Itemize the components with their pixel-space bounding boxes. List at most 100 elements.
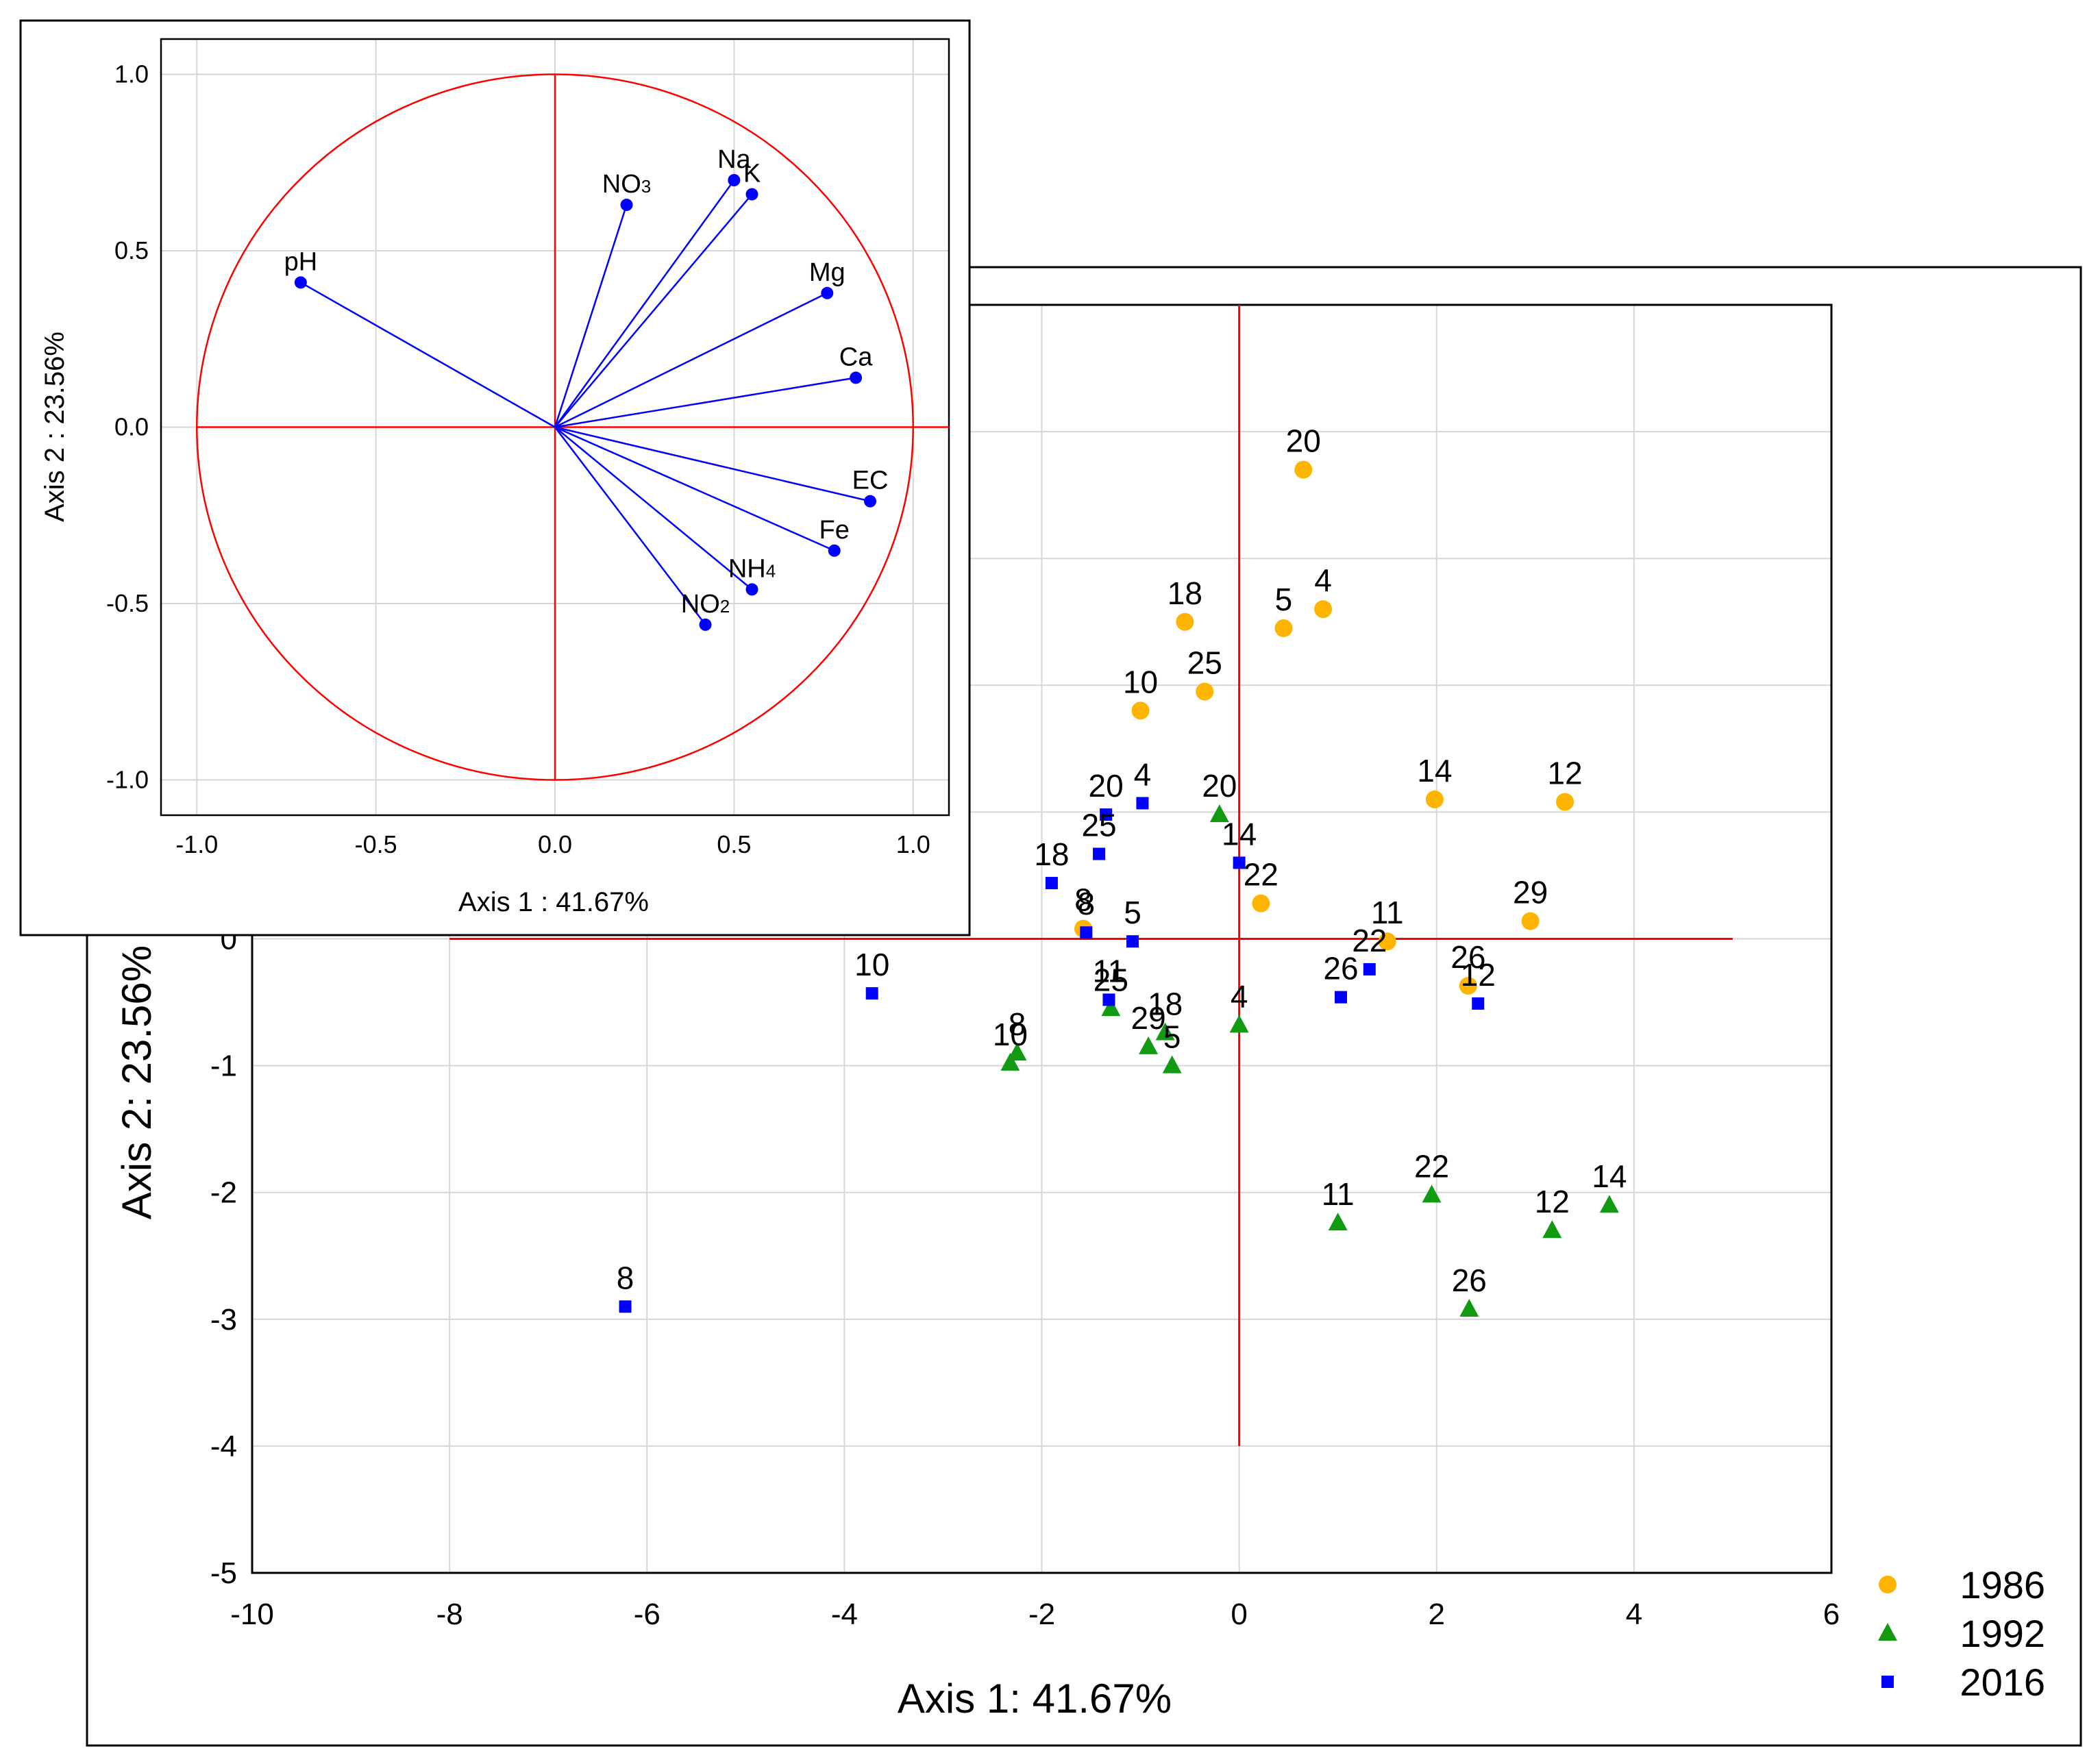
point-label-2016: 8 <box>617 1260 634 1295</box>
point-label-1992: 10 <box>993 1017 1028 1052</box>
point-1986 <box>1252 894 1270 912</box>
loading-label-Mg: Mg <box>809 258 845 287</box>
point-label-1986: 14 <box>1417 753 1452 788</box>
point-1986 <box>1556 793 1574 811</box>
point-1992 <box>1422 1184 1442 1203</box>
point-label-2016: 8 <box>1078 886 1096 921</box>
loading-point-Ca <box>850 371 863 384</box>
point-label-2016: 11 <box>1093 953 1126 989</box>
loading-point-pH <box>294 276 307 289</box>
main-x-tick-label: -2 <box>1028 1598 1055 1631</box>
point-2016 <box>1136 797 1149 810</box>
point-1992 <box>1007 1043 1027 1061</box>
legend-label-2016: 2016 <box>1960 1661 2045 1704</box>
point-label-1992: 11 <box>1322 1176 1355 1212</box>
main-y-tick-label: -4 <box>210 1430 237 1463</box>
point-label-1986: 25 <box>1187 645 1222 681</box>
legend-marker-2016 <box>1881 1676 1894 1688</box>
point-label-1986: 26 <box>1450 939 1485 975</box>
legend-marker-1986 <box>1879 1576 1897 1593</box>
loading-label-NO3: NO3 <box>602 170 651 199</box>
main-y-tick-label: -2 <box>210 1176 237 1210</box>
loading-point-EC <box>864 495 876 508</box>
point-2016 <box>1080 926 1093 939</box>
inset-y-axis-title: Axis 2 : 23.56% <box>40 332 70 522</box>
inset-y-tick-label: -0.5 <box>106 589 149 617</box>
point-1986 <box>1521 912 1540 930</box>
point-label-2016: 4 <box>1134 756 1152 792</box>
point-2016 <box>1363 962 1376 976</box>
loading-label-pH: pH <box>284 247 318 276</box>
point-1986 <box>1294 460 1313 479</box>
point-1992 <box>1229 1015 1249 1033</box>
point-2016 <box>619 1300 632 1313</box>
point-2016 <box>1335 991 1348 1004</box>
point-1992 <box>1542 1220 1562 1239</box>
point-2016 <box>865 987 878 1000</box>
legend: 1986 1992 2016 <box>1878 1563 2045 1704</box>
point-label-1986: 4 <box>1314 562 1332 598</box>
point-label-1986: 22 <box>1244 857 1279 893</box>
main-y-tick-label: -3 <box>210 1303 237 1337</box>
point-1992 <box>1101 998 1121 1017</box>
point-1992 <box>1328 1213 1348 1231</box>
point-1992 <box>1162 1055 1182 1073</box>
point-1992 <box>1155 1022 1175 1041</box>
point-2016 <box>1472 997 1485 1010</box>
point-label-2016: 22 <box>1352 923 1387 958</box>
main-x-axis-title: Axis 1: 41.67% <box>898 1676 1172 1722</box>
point-1992 <box>1139 1036 1159 1054</box>
loading-label-Ca: Ca <box>839 343 873 371</box>
point-label-1992: 8 <box>1009 1006 1026 1042</box>
inset-y-tick-label: 1.0 <box>114 60 149 88</box>
point-label-1986: 29 <box>1513 875 1548 910</box>
point-label-1992: 12 <box>1535 1184 1570 1219</box>
inset-y-tick-label: 0.0 <box>114 413 149 441</box>
point-label-2016: 26 <box>1323 951 1358 986</box>
point-label-1992: 5 <box>1163 1019 1181 1055</box>
inset-panel-frame <box>19 19 971 936</box>
loading-vector-Ca <box>554 377 856 428</box>
loading-vector-NO3 <box>554 204 628 427</box>
point-label-1986: 18 <box>1168 575 1202 611</box>
inset-x-tick-label: 0.5 <box>717 830 751 858</box>
main-y-tick-label: -5 <box>210 1556 237 1590</box>
main-plot-frame <box>251 303 1833 1574</box>
loading-label-Na: Na <box>717 145 751 174</box>
point-label-2016: 14 <box>1222 816 1257 852</box>
loading-point-Mg <box>821 286 834 299</box>
point-label-2016: 20 <box>1089 768 1124 804</box>
inset-tick-labels: -1.0 -0.5 0.0 0.5 1.0 1.0 0.5 0.0 -0.5 -1.0 <box>106 60 930 859</box>
point-1986 <box>1314 600 1333 619</box>
inset-x-tick-label: 0.0 <box>538 830 572 858</box>
point-1986 <box>1378 932 1396 951</box>
point-1986 <box>1196 682 1214 701</box>
legend-label-1992: 1992 <box>1960 1612 2045 1655</box>
main-x-tick-label: -4 <box>831 1598 858 1631</box>
point-label-2016: 5 <box>1124 895 1141 930</box>
point-label-1992: 26 <box>1452 1263 1487 1298</box>
main-y-tick-label: -1 <box>210 1049 237 1083</box>
loading-vector-K <box>554 193 753 428</box>
point-label-1992: 4 <box>1231 978 1248 1014</box>
loading-vector-Fe <box>554 426 835 551</box>
point-label-2016: 12 <box>1461 957 1496 993</box>
point-1986 <box>1459 976 1477 995</box>
point-1986 <box>1131 701 1150 720</box>
point-2016 <box>1126 935 1139 948</box>
loading-point-NO2 <box>699 618 712 631</box>
point-label-1986: 10 <box>1123 664 1158 699</box>
loading-vector-Na <box>554 179 735 428</box>
main-x-tick-label: 4 <box>1626 1598 1642 1631</box>
main-tick-labels: -10 -8 -6 -4 -2 0 2 4 6-5-4-3-2-10 <box>210 923 1840 1632</box>
point-label-1992: 20 <box>1202 768 1237 804</box>
point-2016 <box>1100 808 1113 821</box>
inset-x-axis-title: Axis 1 : 41.67% <box>458 887 649 917</box>
loading-point-NH4 <box>745 583 758 596</box>
point-2016 <box>1102 993 1115 1006</box>
inset-y-tick-label: 0.5 <box>114 236 149 264</box>
loading-label-NH4: NH4 <box>728 554 776 583</box>
